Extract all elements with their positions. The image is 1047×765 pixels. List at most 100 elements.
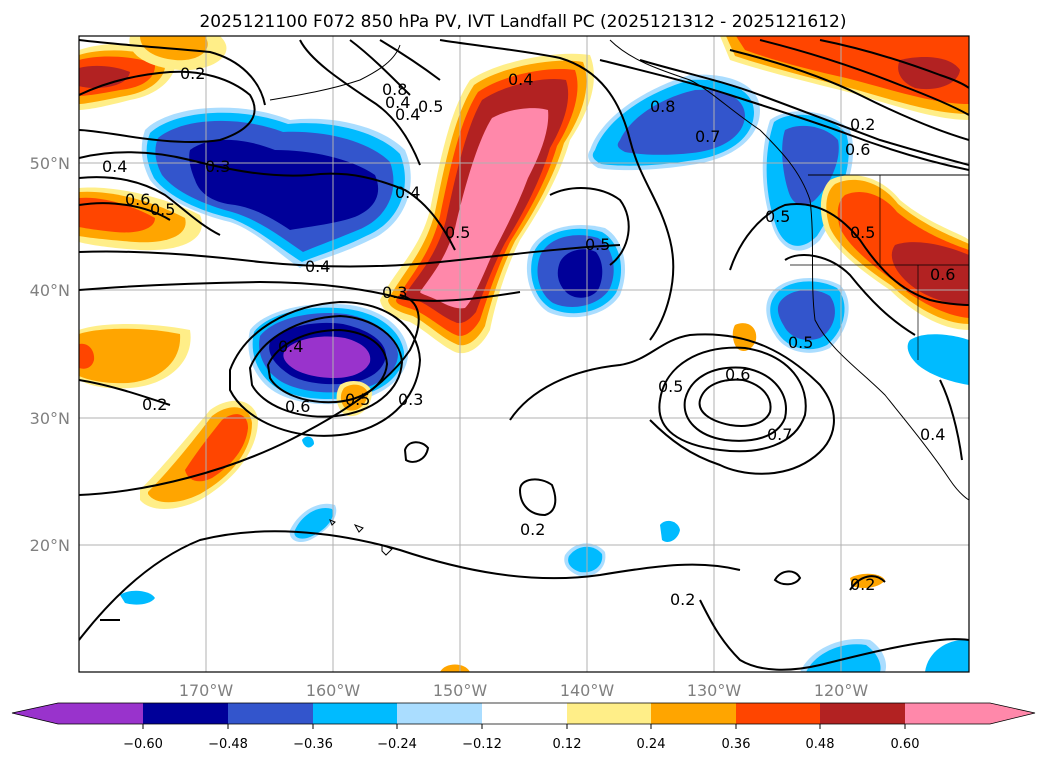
contour-line <box>79 379 171 406</box>
contour-label: 0.4 <box>395 105 420 124</box>
contour-line <box>784 254 916 336</box>
contour-label: 0.6 <box>845 140 870 159</box>
state-borders <box>790 175 969 360</box>
shade-negative <box>925 639 969 672</box>
contour-line <box>639 59 969 166</box>
colorbar-tick-labels: −0.60 −0.48 −0.36 −0.24 −0.12 0.12 0.24 … <box>123 737 919 752</box>
contour-line <box>266 328 389 404</box>
colorbar: −0.60 −0.48 −0.36 −0.24 −0.12 0.12 0.24 … <box>11 702 1036 752</box>
contour-line <box>773 570 802 586</box>
map-panel: 0.2 0.4 0.4 0.5 0.6 0.8 0.3 0.4 0.5 0.3 … <box>78 35 970 673</box>
shade-negative <box>120 590 155 605</box>
contour-label: 0.2 <box>520 520 545 539</box>
coastlines <box>269 39 969 556</box>
shade-negative <box>189 139 379 230</box>
colorbar-tick-label: 0.24 <box>637 737 666 752</box>
contour-label: 0.6 <box>930 265 955 284</box>
contour-label: 0.5 <box>850 223 875 242</box>
contour-label: 0.8 <box>382 80 407 99</box>
colorbar-segment <box>228 703 313 724</box>
contour-line <box>849 575 886 591</box>
shade-negative <box>283 336 371 378</box>
contour-label: 0.6 <box>285 397 310 416</box>
contour-line <box>729 203 969 306</box>
contour-line <box>79 202 171 221</box>
contour-line <box>229 300 422 437</box>
contour-label: 0.8 <box>650 97 675 116</box>
shade-negative <box>777 289 835 340</box>
shade-positive <box>420 108 549 309</box>
contour-label: 0.5 <box>445 223 470 242</box>
contour-line <box>79 176 221 236</box>
contour-line <box>729 49 969 141</box>
contour-labels: 0.2 0.4 0.4 0.5 0.6 0.8 0.3 0.4 0.5 0.3 … <box>102 64 955 609</box>
pv-shading <box>79 36 969 672</box>
colorbar-segment <box>736 703 820 724</box>
contour-label: 0.3 <box>382 283 407 302</box>
colorbar-extend-min <box>12 703 58 724</box>
contour-label: 0.2 <box>142 395 167 414</box>
colorbar-tick-label: −0.24 <box>377 737 417 752</box>
colorbar-ticks <box>142 724 906 729</box>
contour-line <box>379 39 441 81</box>
colorbar-segment <box>905 703 990 724</box>
shade-positive <box>891 242 969 305</box>
latitude-labels: 50°N 40°N 30°N 20°N <box>30 154 70 555</box>
shade-negative <box>907 334 969 385</box>
contour-label: 0.4 <box>385 93 410 112</box>
shade-negative <box>568 546 603 573</box>
shade-negative <box>302 436 314 448</box>
contour-line <box>299 39 421 166</box>
shade-positive <box>79 197 155 233</box>
contour-label: 0.6 <box>725 365 750 384</box>
contour-label: 0.5 <box>585 235 610 254</box>
contour-label: 0.4 <box>508 70 533 89</box>
shade-positive <box>440 664 470 672</box>
contour-label: 0.6 <box>125 190 150 209</box>
lon-label: 130°W <box>687 681 742 700</box>
north-america-coast <box>609 39 969 501</box>
contour-label: 0.3 <box>398 390 423 409</box>
lat-label: 50°N <box>30 154 70 173</box>
contour-line <box>79 39 266 106</box>
colorbar-outline <box>11 702 1036 725</box>
contour-label: 0.4 <box>102 157 127 176</box>
shade-positive <box>79 328 181 384</box>
colorbar-segment <box>397 703 482 724</box>
shade-positive <box>185 414 248 482</box>
lon-label: 150°W <box>433 681 488 700</box>
contour-line <box>599 59 969 171</box>
colorbar-tick-label: 0.48 <box>806 737 835 752</box>
contour-label: 0.7 <box>695 127 720 146</box>
contour-label: 0.2 <box>850 115 875 134</box>
map-frame <box>78 35 970 673</box>
colorbar-tick-label: 0.12 <box>553 737 582 752</box>
contour-label: 0.5 <box>150 200 175 219</box>
contour-line <box>79 244 621 268</box>
lat-label: 40°N <box>30 281 70 300</box>
contour-label: 0.4 <box>278 337 303 356</box>
colorbar-segment <box>820 703 905 724</box>
colorbar-tick-label: −0.60 <box>123 737 163 752</box>
lon-label: 160°W <box>306 681 361 700</box>
colorbar-segment <box>651 703 736 724</box>
contour-label: 0.5 <box>788 333 813 352</box>
lon-label: 170°W <box>179 681 234 700</box>
pv-contours <box>79 39 969 671</box>
lon-label: 120°W <box>814 681 869 700</box>
shade-positive <box>79 65 130 88</box>
contour-line <box>939 379 963 461</box>
contour-line <box>759 39 969 116</box>
figure-title: 2025121100 F072 850 hPa PV, IVT Landfall… <box>199 12 846 32</box>
contour-label: 0.5 <box>345 390 370 409</box>
contour-label: 0.4 <box>305 257 330 276</box>
shade-positive <box>79 343 95 369</box>
colorbar-tick-label: 0.60 <box>891 737 920 752</box>
contour-label: 0.7 <box>767 425 792 444</box>
contour-label: 0.2 <box>670 590 695 609</box>
colorbar-segment <box>58 703 143 724</box>
colorbar-tick-label: −0.36 <box>293 737 333 752</box>
contour-line <box>518 478 557 517</box>
contour-line <box>683 366 787 442</box>
lon-label: 140°W <box>560 681 615 700</box>
